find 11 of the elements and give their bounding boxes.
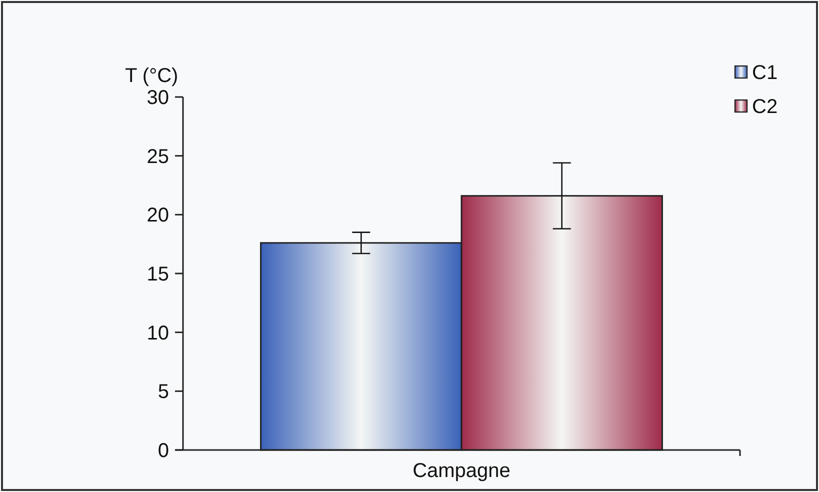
- y-tick-label: 0: [158, 440, 169, 462]
- legend-label: C1: [752, 62, 778, 84]
- y-axis-title: T (°C): [125, 65, 178, 87]
- y-tick-label: 30: [146, 87, 169, 109]
- y-tick-label: 10: [146, 322, 169, 344]
- y-tick-label: 20: [146, 204, 169, 227]
- x-tick-label: Campagne: [412, 460, 510, 482]
- y-tick-label: 25: [146, 146, 169, 168]
- legend-label: C2: [752, 96, 778, 118]
- y-tick-label: 5: [158, 381, 169, 404]
- y-tick-label: 15: [146, 264, 169, 286]
